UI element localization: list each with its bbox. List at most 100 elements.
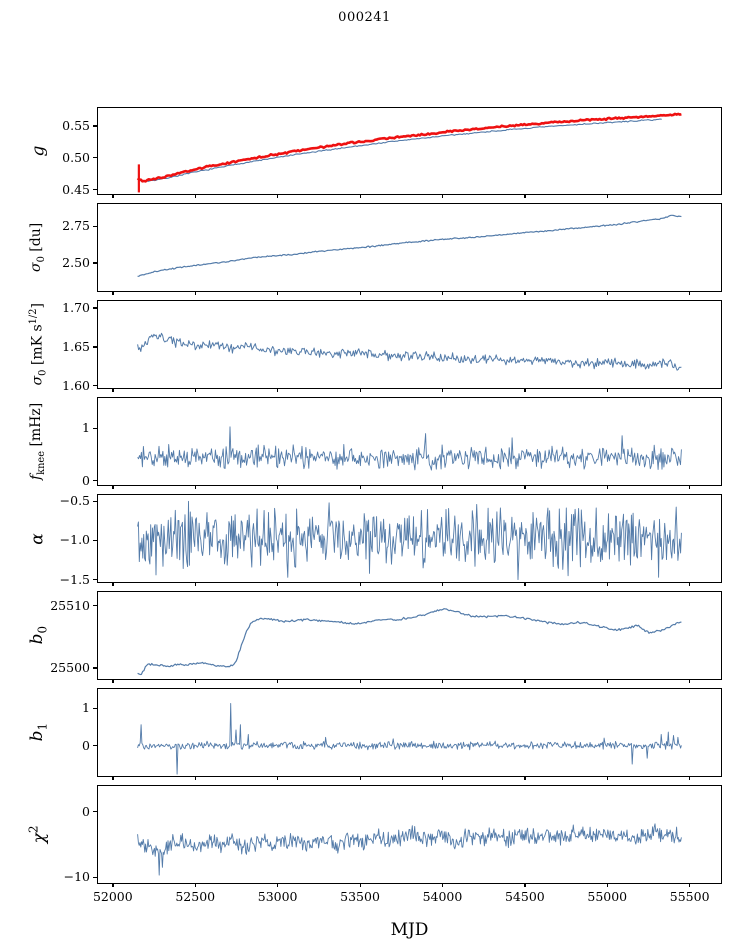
x-tick-mark	[112, 485, 114, 489]
y-axis-label-sigma0-du: σ0 [du]	[26, 204, 50, 291]
ylabel-segment: 0	[37, 369, 49, 377]
x-tick-mark	[441, 679, 444, 683]
figure-title: 000241	[338, 10, 391, 25]
x-tick-mark	[194, 291, 196, 295]
x-tick-mark	[194, 388, 196, 392]
x-tick-mark	[112, 194, 114, 198]
x-tick-mark	[606, 582, 608, 586]
y-tick-mark	[93, 811, 98, 813]
x-tick-mark	[441, 291, 444, 295]
x-tick-mark	[194, 776, 196, 780]
y-tick-mark	[93, 225, 98, 227]
x-tick-mark	[606, 776, 608, 780]
x-tick-mark	[441, 388, 444, 392]
series-fknee	[137, 426, 682, 471]
ylabel-segment: 2	[26, 825, 41, 834]
x-tick-mark	[524, 582, 526, 586]
plot-canvas-chi2	[137, 823, 682, 876]
y-tick-label: 0	[82, 737, 90, 753]
x-tick-mark	[441, 776, 444, 780]
y-tick-label: −0.5	[59, 493, 90, 509]
y-tick-label: 1.70	[62, 300, 90, 315]
x-tick-mark	[606, 679, 608, 683]
x-tick-mark	[606, 388, 608, 392]
series-gain-fit-blue	[137, 118, 662, 183]
y-tick-mark	[93, 667, 98, 669]
x-tick-mark	[524, 291, 526, 295]
plot-canvas-fknee	[137, 426, 682, 471]
series-b1	[137, 703, 682, 775]
x-axis-label: MJD	[390, 920, 429, 940]
y-tick-label: 25510	[50, 597, 90, 613]
plot-canvas-sigma0-mk	[137, 332, 682, 371]
x-tick-label: 52000	[92, 889, 133, 904]
x-tick-mark	[524, 679, 526, 683]
x-tick-mark	[441, 883, 444, 887]
ylabel-segment: b	[26, 633, 47, 645]
x-tick-mark	[606, 883, 608, 887]
y-tick-mark	[93, 346, 98, 348]
x-tick-mark	[524, 194, 526, 198]
x-tick-mark	[606, 291, 608, 295]
subplot-sigma0-du: σ0 [du] 2.50 2.75	[29, 203, 722, 295]
x-tick-mark	[277, 883, 279, 887]
y-tick-mark	[93, 427, 98, 430]
x-tick-mark	[277, 679, 279, 683]
x-tick-mark	[524, 485, 526, 489]
y-tick-label: 0	[82, 803, 90, 819]
y-tick-mark	[93, 579, 98, 581]
y-tick-mark	[93, 385, 98, 387]
y-tick-label: 0.55	[62, 117, 90, 133]
x-tick-mark	[277, 388, 279, 392]
y-tick-label: −10	[63, 869, 90, 885]
x-tick-mark	[359, 291, 361, 295]
series-gain-smooth-red	[136, 112, 682, 183]
x-tick-mark	[524, 776, 526, 780]
x-tick-mark	[441, 485, 444, 489]
x-tick-mark	[277, 776, 279, 780]
y-tick-mark	[93, 189, 98, 191]
x-tick-mark	[194, 679, 196, 683]
x-tick-mark	[606, 194, 608, 198]
subplot-chi2: χ2 −10 0 52000 52500 53000 53500 54000 54500 550…	[27, 785, 722, 904]
x-tick-mark	[359, 388, 361, 392]
x-tick-mark	[112, 679, 114, 683]
x-tick-mark	[689, 679, 691, 683]
y-tick-mark	[93, 707, 98, 710]
x-tick-label: 53500	[340, 889, 380, 904]
x-tick-mark	[689, 388, 691, 392]
x-tick-mark	[112, 388, 114, 392]
y-tick-mark	[93, 480, 98, 482]
x-tick-mark	[359, 194, 361, 198]
x-tick-mark	[277, 291, 279, 295]
x-tick-mark	[277, 485, 279, 489]
x-tick-label: 53000	[257, 889, 298, 904]
x-tick-mark	[359, 679, 361, 683]
y-tick-label: 2.50	[62, 254, 90, 270]
x-tick-mark	[689, 194, 691, 198]
plot-canvas-b1	[137, 703, 682, 775]
plot-canvas-b0	[137, 608, 682, 676]
x-tick-mark	[689, 776, 691, 780]
ylabel-segment: 1/2	[27, 308, 39, 325]
y-tick-mark	[93, 262, 98, 264]
subplot-g: g 0.45 0.50 0.55	[28, 107, 722, 198]
x-tick-mark	[112, 776, 114, 780]
x-tick-mark	[689, 582, 691, 586]
series-alpha	[137, 500, 682, 581]
x-tick-label: 52500	[175, 889, 216, 904]
y-tick-mark	[93, 307, 98, 309]
x-tick-mark	[194, 582, 196, 586]
y-tick-mark	[93, 500, 98, 502]
subplot-alpha: α −1.5 −1.0 −0.5	[28, 493, 722, 587]
plot-canvas-g	[136, 112, 682, 193]
x-tick-mark	[359, 582, 361, 586]
y-tick-mark	[93, 876, 98, 878]
plot-canvas-alpha	[137, 500, 682, 581]
y-tick-mark	[93, 745, 98, 747]
y-tick-label: 1.60	[62, 377, 90, 393]
x-tick-mark	[524, 388, 526, 392]
ylabel-segment: χ	[29, 833, 50, 844]
x-tick-mark	[441, 582, 444, 586]
x-tick-mark	[112, 582, 114, 586]
